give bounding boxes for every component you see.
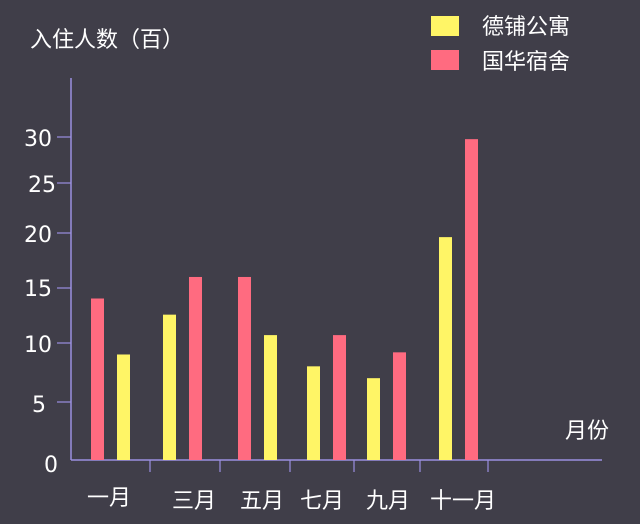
x-tick-label: 三月 xyxy=(172,489,216,514)
x-tick-label: 五月 xyxy=(240,489,284,514)
bar-dehpu xyxy=(367,378,380,460)
bar-guohua xyxy=(189,276,202,460)
bar-dehpu xyxy=(439,237,452,460)
bar-guohua xyxy=(333,335,346,460)
bar-guohua xyxy=(465,139,478,461)
y-axis-title: 入住人数（百） xyxy=(30,28,184,53)
x-tick-labels: 一月 三月 五月 七月 九月 十一月 xyxy=(87,486,496,514)
bar-guohua xyxy=(91,298,104,460)
y-tick-label: 10 xyxy=(24,333,52,358)
y-tick-label: 25 xyxy=(28,173,56,198)
y-tick-label: 15 xyxy=(24,277,52,302)
y-tick-label: 5 xyxy=(32,393,46,418)
bar-dehpu xyxy=(307,366,320,460)
x-tick-label: 一月 xyxy=(87,486,131,511)
y-tick-labels: 0 5 10 15 20 25 30 xyxy=(24,127,58,478)
legend-label-dehpu: 德铺公寓 xyxy=(482,15,570,40)
y-tick-label: 30 xyxy=(24,127,52,152)
x-axis-title: 月份 xyxy=(565,419,609,444)
y-tick-label: 0 xyxy=(44,453,58,478)
legend-swatch-guohua xyxy=(431,50,459,70)
legend: 德铺公寓 国华宿舍 xyxy=(431,15,570,75)
y-tick-label: 20 xyxy=(24,223,52,248)
legend-label-guohua: 国华宿舍 xyxy=(482,50,570,75)
x-tick-label: 九月 xyxy=(366,489,410,514)
bars xyxy=(91,139,478,461)
x-tick-label: 十一月 xyxy=(430,489,496,514)
bar-guohua xyxy=(393,352,406,460)
x-tick-label: 七月 xyxy=(300,489,344,514)
bar-dehpu xyxy=(264,335,277,460)
bar-guohua xyxy=(238,276,251,460)
bar-dehpu xyxy=(117,354,130,460)
bar-dehpu xyxy=(163,314,176,460)
legend-swatch-dehpu xyxy=(431,16,459,36)
